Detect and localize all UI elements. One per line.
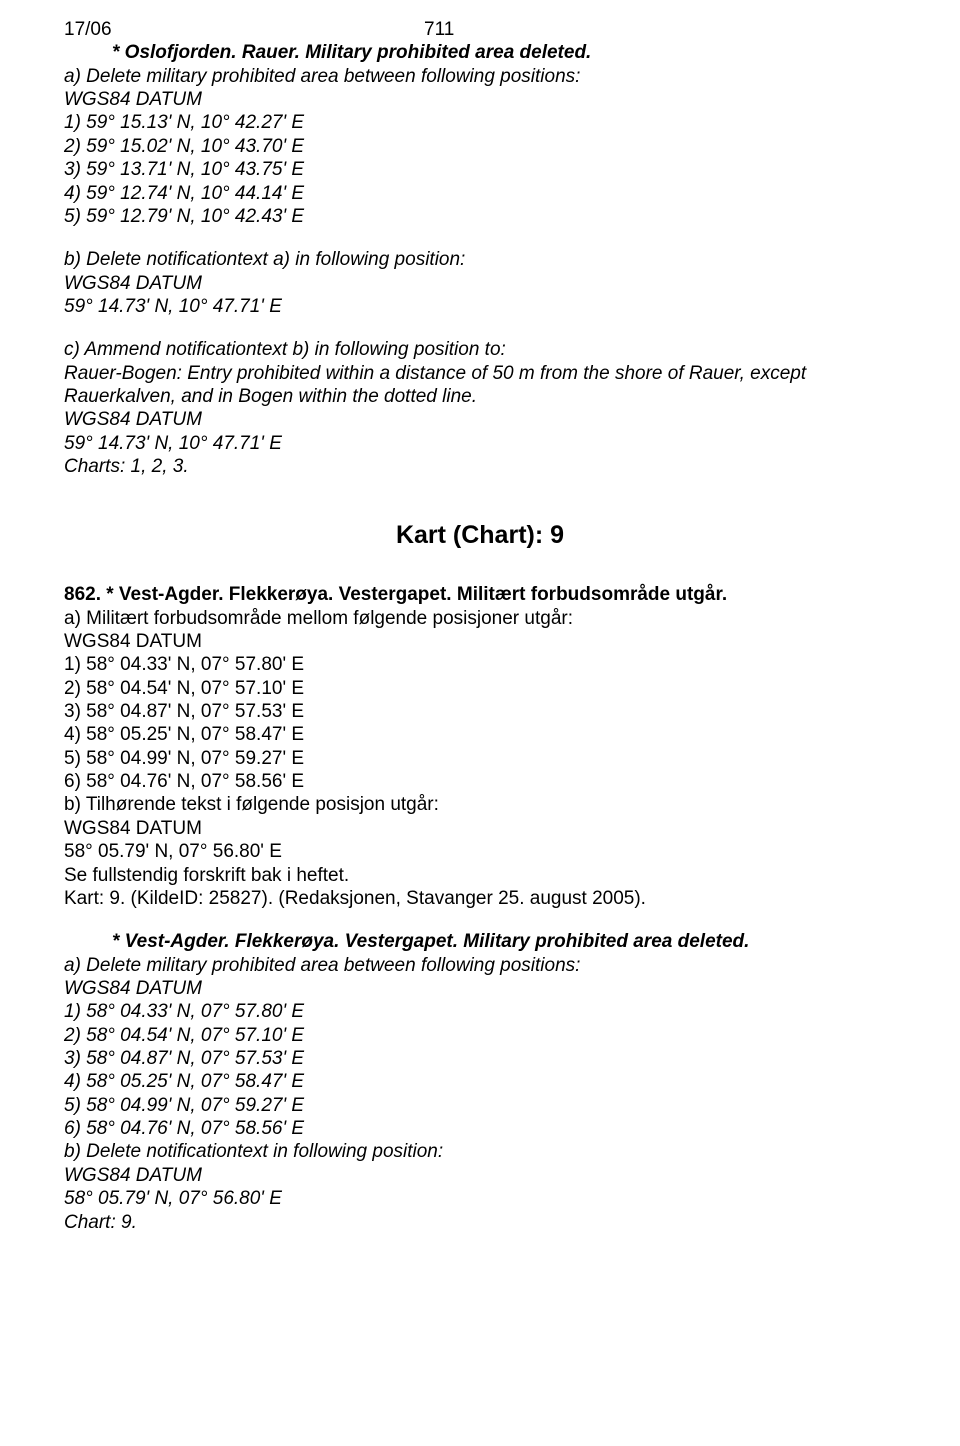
- sec1-b-lead: b) Delete notificationtext a) in followi…: [64, 248, 896, 271]
- sec3-a-line: 4) 58° 05.25' N, 07° 58.47' E: [64, 1070, 896, 1093]
- sec3-a-line: 6) 58° 04.76' N, 07° 58.56' E: [64, 1117, 896, 1140]
- header-right: 711: [424, 18, 454, 41]
- sec1-a-line: 4) 59° 12.74' N, 10° 44.14' E: [64, 182, 896, 205]
- sec2-a-line: 3) 58° 04.87' N, 07° 57.53' E: [64, 700, 896, 723]
- sec1-a-line: 5) 59° 12.79' N, 10° 42.43' E: [64, 205, 896, 228]
- sec2-footer2: Kart: 9. (KildeID: 25827). (Redaksjonen,…: [64, 887, 896, 910]
- sec1-datum-3: WGS84 DATUM: [64, 408, 896, 431]
- sec1-b-pos: 59° 14.73' N, 10° 47.71' E: [64, 295, 896, 318]
- page-header: 17/06 711: [64, 18, 896, 41]
- sec2-footer1: Se fullstendig forskrift bak i heftet.: [64, 864, 896, 887]
- sec1-charts: Charts: 1, 2, 3.: [64, 455, 896, 478]
- sec2-a-lead: a) Militært forbudsområde mellom følgend…: [64, 607, 896, 630]
- sec3-title: * Vest-Agder. Flekkerøya. Vestergapet. M…: [64, 930, 896, 953]
- chart-heading: Kart (Chart): 9: [64, 520, 896, 551]
- sec1-datum-1: WGS84 DATUM: [64, 88, 896, 111]
- sec3-a-line: 2) 58° 04.54' N, 07° 57.10' E: [64, 1024, 896, 1047]
- sec3-a-line: 1) 58° 04.33' N, 07° 57.80' E: [64, 1000, 896, 1023]
- sec2-b-pos: 58° 05.79' N, 07° 56.80' E: [64, 840, 896, 863]
- sec3-a-line: 3) 58° 04.87' N, 07° 57.53' E: [64, 1047, 896, 1070]
- sec2-b-lead: b) Tilhørende tekst i følgende posisjon …: [64, 793, 896, 816]
- sec1-title: * Oslofjorden. Rauer. Military prohibite…: [64, 41, 896, 64]
- sec3-a-line: 5) 58° 04.99' N, 07° 59.27' E: [64, 1094, 896, 1117]
- sec3-b-lead: b) Delete notificationtext in following …: [64, 1140, 896, 1163]
- sec2-title: 862. * Vest-Agder. Flekkerøya. Vestergap…: [64, 583, 896, 606]
- sec3-b-pos: 58° 05.79' N, 07° 56.80' E: [64, 1187, 896, 1210]
- sec3-chart: Chart: 9.: [64, 1211, 896, 1234]
- sec2-datum-2: WGS84 DATUM: [64, 817, 896, 840]
- sec2-a-line: 5) 58° 04.99' N, 07° 59.27' E: [64, 747, 896, 770]
- sec1-a-line: 1) 59° 15.13' N, 10° 42.27' E: [64, 111, 896, 134]
- sec1-c-pos: 59° 14.73' N, 10° 47.71' E: [64, 432, 896, 455]
- sec3-datum-1: WGS84 DATUM: [64, 977, 896, 1000]
- sec2-a-line: 4) 58° 05.25' N, 07° 58.47' E: [64, 723, 896, 746]
- sec2-a-line: 6) 58° 04.76' N, 07° 58.56' E: [64, 770, 896, 793]
- sec1-c-body: Rauer-Bogen: Entry prohibited within a d…: [64, 362, 896, 409]
- sec1-c-lead: c) Ammend notificationtext b) in followi…: [64, 338, 896, 361]
- sec1-datum-2: WGS84 DATUM: [64, 272, 896, 295]
- sec1-a-lead: a) Delete military prohibited area betwe…: [64, 65, 896, 88]
- header-left: 17/06: [64, 18, 424, 41]
- sec3-a-lead: a) Delete military prohibited area betwe…: [64, 954, 896, 977]
- sec1-a-line: 3) 59° 13.71' N, 10° 43.75' E: [64, 158, 896, 181]
- sec2-a-line: 1) 58° 04.33' N, 07° 57.80' E: [64, 653, 896, 676]
- sec3-datum-2: WGS84 DATUM: [64, 1164, 896, 1187]
- sec1-a-line: 2) 59° 15.02' N, 10° 43.70' E: [64, 135, 896, 158]
- sec2-a-line: 2) 58° 04.54' N, 07° 57.10' E: [64, 677, 896, 700]
- sec2-datum-1: WGS84 DATUM: [64, 630, 896, 653]
